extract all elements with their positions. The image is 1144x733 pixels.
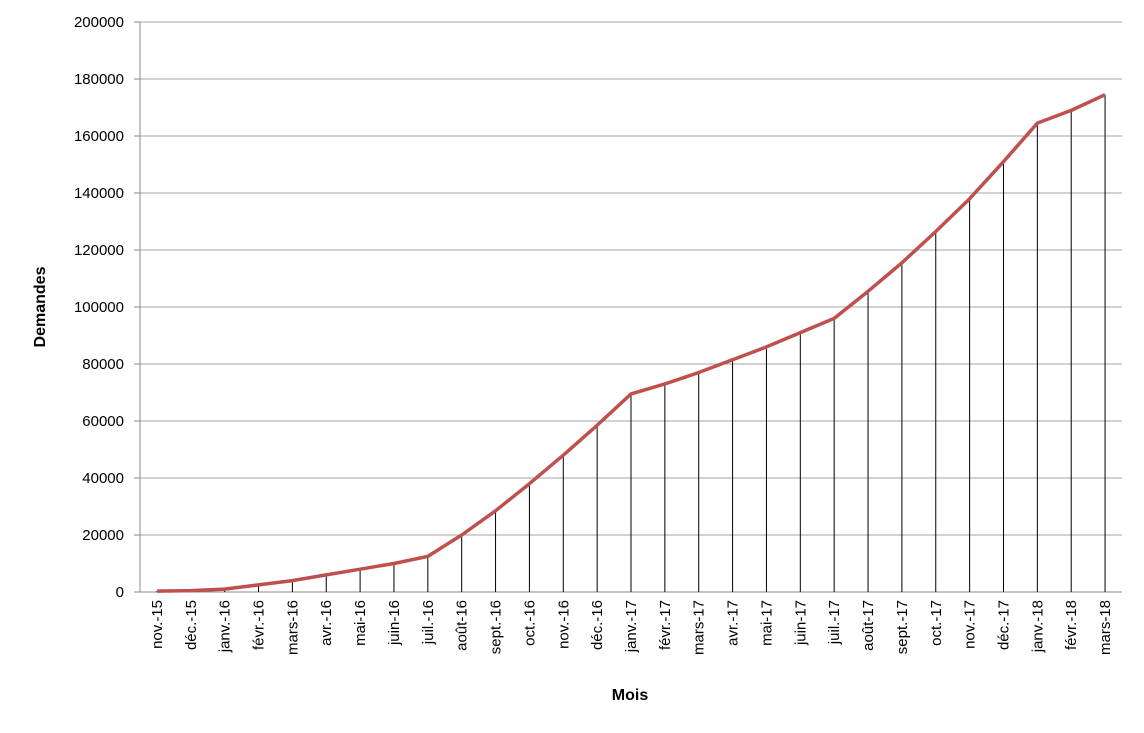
x-tick-label: févr.-18 bbox=[1063, 600, 1080, 650]
x-tick-label: nov.-17 bbox=[962, 600, 979, 649]
x-tick-label: déc.-16 bbox=[589, 600, 606, 650]
y-tick-label: 180000 bbox=[74, 71, 124, 88]
x-axis-title: Mois bbox=[612, 687, 649, 704]
x-tick-label: août-16 bbox=[454, 600, 471, 651]
y-tick-label: 200000 bbox=[74, 14, 124, 31]
y-tick-label: 120000 bbox=[74, 242, 124, 259]
y-tick-label: 0 bbox=[116, 584, 124, 601]
y-tick-label: 20000 bbox=[82, 527, 124, 544]
x-tick-label: sept.-16 bbox=[488, 600, 505, 654]
x-tick-label: mars-17 bbox=[691, 600, 708, 655]
data-line bbox=[156, 93, 1106, 593]
x-tick-label: janv.-18 bbox=[1029, 600, 1046, 653]
x-tick-label: juin-17 bbox=[792, 600, 809, 646]
x-tick-label: nov.-15 bbox=[149, 600, 166, 649]
x-tick-label: mai-17 bbox=[758, 600, 775, 646]
y-tick-label: 140000 bbox=[74, 185, 124, 202]
x-tick-label: avr.-17 bbox=[725, 600, 742, 646]
x-tick-label: mars-18 bbox=[1097, 600, 1114, 655]
x-tick-label: janv.-16 bbox=[217, 600, 234, 653]
x-tick-label: oct.-16 bbox=[521, 600, 538, 646]
x-tick-label: janv.-17 bbox=[623, 600, 640, 653]
x-tick-label: juin-16 bbox=[386, 600, 403, 646]
x-tick-label: oct.-17 bbox=[928, 600, 945, 646]
x-tick-label: août-17 bbox=[860, 600, 877, 651]
y-tick-label: 60000 bbox=[82, 413, 124, 430]
x-tick-label: déc.-17 bbox=[995, 600, 1012, 650]
y-tick-label: 40000 bbox=[82, 470, 124, 487]
y-tick-label: 100000 bbox=[74, 299, 124, 316]
x-tick-label: févr.-17 bbox=[657, 600, 674, 650]
x-tick-label: déc.-15 bbox=[183, 600, 200, 650]
x-tick-label: avr.-16 bbox=[318, 600, 335, 646]
y-tick-label: 160000 bbox=[74, 128, 124, 145]
x-tick-label: juil.-16 bbox=[420, 600, 437, 645]
x-tick-label: mai-16 bbox=[352, 600, 369, 646]
x-tick-label: mars-16 bbox=[284, 600, 301, 655]
x-tick-label: juil.-17 bbox=[826, 600, 843, 645]
x-tick-label: sept.-17 bbox=[894, 600, 911, 654]
x-tick-label: nov.-16 bbox=[555, 600, 572, 649]
x-tick-label: févr.-16 bbox=[251, 600, 268, 650]
y-tick-label: 80000 bbox=[82, 356, 124, 373]
y-axis-title: Demandes bbox=[32, 266, 49, 347]
